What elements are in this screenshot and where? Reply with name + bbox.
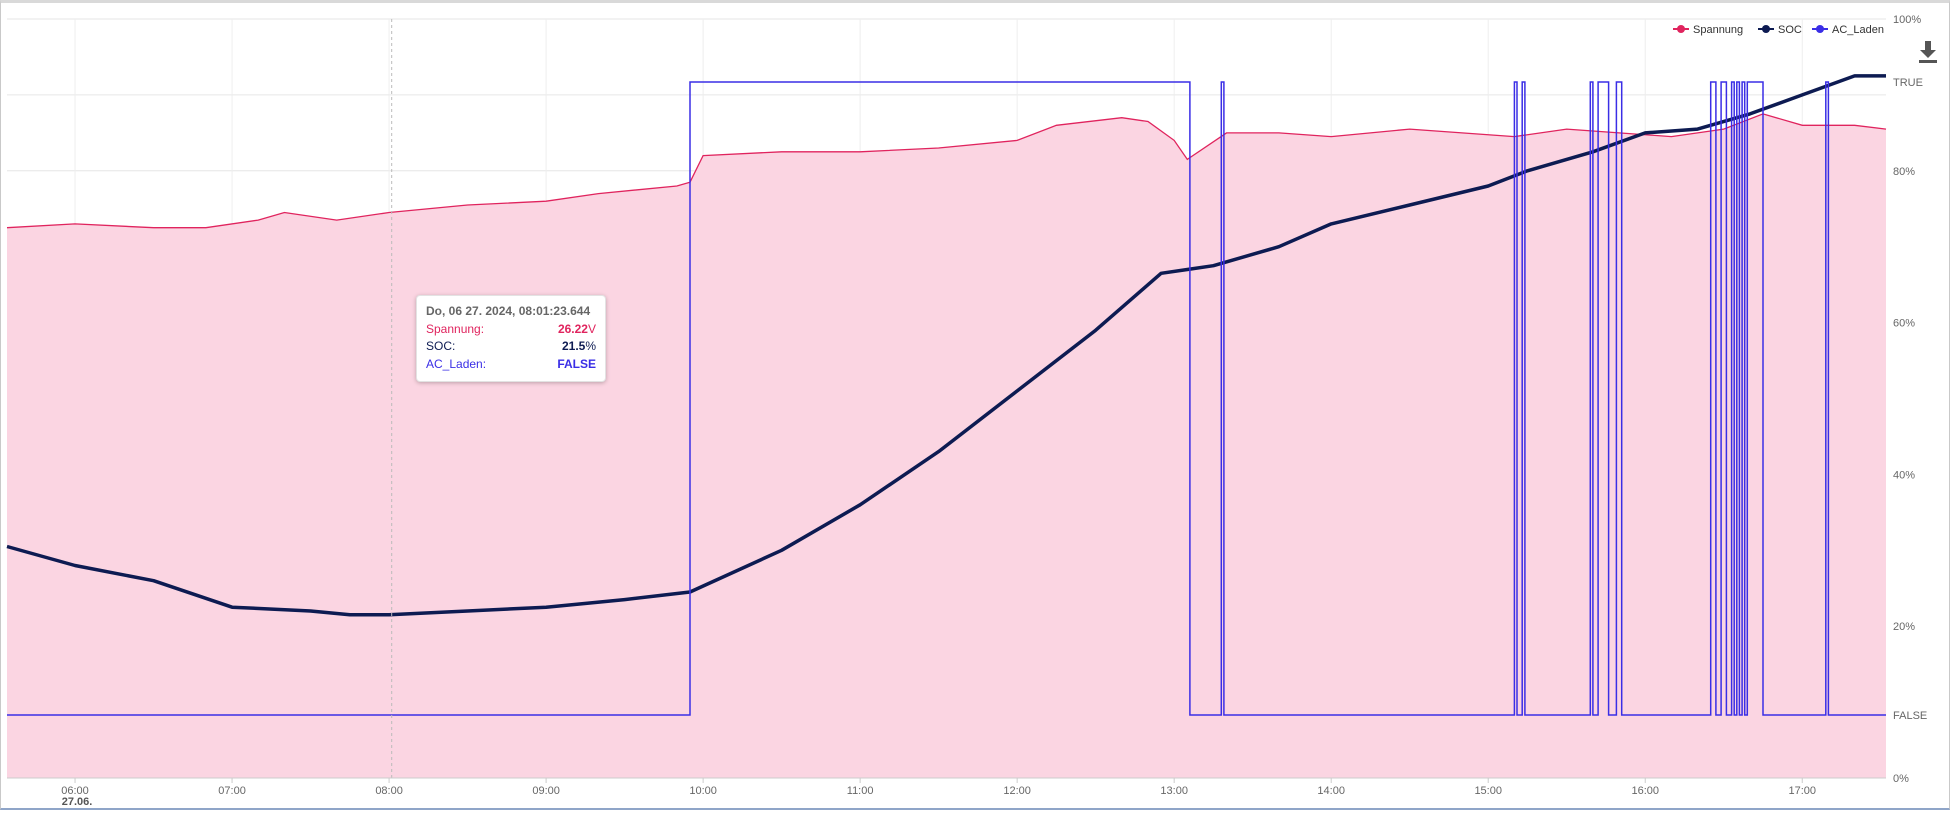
x-tick-label: 10:00 bbox=[689, 785, 717, 797]
y-tick-label: 100% bbox=[1893, 14, 1921, 26]
tooltip-unit: % bbox=[585, 339, 596, 353]
legend: Spannung SOC AC_Laden bbox=[1673, 24, 1884, 36]
x-tick-label: 08:00 bbox=[375, 785, 403, 797]
y-tick-label: 60% bbox=[1893, 318, 1915, 330]
y-axis-right: 0% 20% 40% 60% 80% 100% FALSE TRUE bbox=[1893, 14, 1927, 785]
legend-marker bbox=[1762, 25, 1770, 33]
soc-line bbox=[6, 74, 1886, 617]
tooltip-value: 26.22 bbox=[557, 321, 588, 336]
legend-marker bbox=[1677, 25, 1685, 33]
legend-marker bbox=[1816, 25, 1824, 33]
ac-laden-line bbox=[7, 81, 1886, 716]
y-tick-boolean-label: TRUE bbox=[1893, 77, 1923, 89]
y-tick-boolean-label: FALSE bbox=[1893, 710, 1927, 722]
x-tick-label: 15:00 bbox=[1474, 785, 1502, 797]
x-tick-label: 11:00 bbox=[847, 785, 874, 797]
x-tick-label: 13:00 bbox=[1160, 785, 1188, 797]
series-ac-laden bbox=[7, 81, 1886, 716]
x-tick-label: 12:00 bbox=[1003, 785, 1031, 797]
tooltip-row-ac-laden: AC_Laden: FALSE bbox=[426, 356, 596, 374]
x-tick-label: 16:00 bbox=[1631, 785, 1659, 797]
tooltip-label: AC_Laden: bbox=[426, 356, 487, 371]
x-tick-label: 17:00 bbox=[1788, 785, 1816, 797]
tooltip: Do, 06 27. 2024, 08:01:23.644 Spannung: … bbox=[416, 295, 606, 382]
y-tick-label: 20% bbox=[1893, 621, 1915, 633]
tooltip-title: Do, 06 27. 2024, 08:01:23.644 bbox=[426, 304, 591, 318]
legend-item-spannung: Spannung bbox=[1693, 24, 1743, 36]
tooltip-row-soc: SOC: 21.5% bbox=[426, 338, 596, 356]
spannung-line bbox=[6, 113, 1887, 229]
download-icon bbox=[1919, 41, 1937, 63]
x-date-label: 27.06. bbox=[62, 796, 93, 808]
x-tick-label: 07:00 bbox=[218, 785, 246, 797]
x-tick-label: 09:00 bbox=[532, 785, 560, 797]
download-button[interactable] bbox=[1917, 39, 1939, 65]
x-tick-label: 14:00 bbox=[1317, 785, 1345, 797]
tooltip-value: 21.5 bbox=[561, 339, 586, 353]
y-tick-label: 80% bbox=[1893, 166, 1915, 178]
y-tick-label: 40% bbox=[1893, 469, 1915, 481]
series-soc bbox=[6, 74, 1886, 617]
tooltip-label: Spannung: bbox=[426, 321, 485, 336]
y-tick-label: 0% bbox=[1893, 773, 1909, 785]
tooltip-unit: V bbox=[587, 321, 596, 336]
legend-item-ac-laden: AC_Laden bbox=[1832, 24, 1884, 36]
x-tick-label: 06:00 bbox=[61, 785, 89, 797]
tooltip-value: FALSE bbox=[557, 356, 596, 371]
legend-item-soc: SOC bbox=[1778, 24, 1802, 36]
tooltip-row-spannung: Spannung: 26.22V bbox=[426, 321, 596, 339]
tooltip-label: SOC: bbox=[426, 339, 456, 353]
